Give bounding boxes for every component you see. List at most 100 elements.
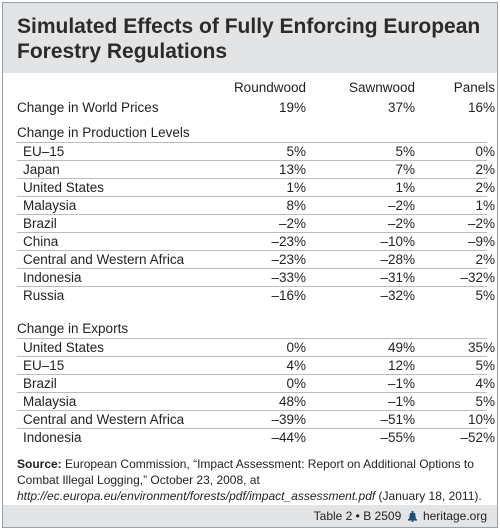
world-prices-row: Change in World Prices 19% 37% 16% bbox=[17, 99, 495, 117]
table-row: United States 1% 1% 2% bbox=[17, 179, 495, 197]
title-line-2: Forestry Regulations bbox=[17, 40, 228, 63]
world-prices-panels: 16% bbox=[467, 100, 495, 115]
exports-row-value: 12% bbox=[387, 358, 415, 373]
exports-row-value: 0% bbox=[286, 376, 306, 391]
exports-row-value: –39% bbox=[271, 412, 306, 427]
production-section-title: Change in Production Levels bbox=[17, 123, 487, 143]
exports-row-value: –55% bbox=[380, 430, 415, 445]
exports-row-label: Malaysia bbox=[23, 394, 77, 409]
production-row-value: –28% bbox=[380, 252, 415, 267]
exports-row-value: 4% bbox=[475, 376, 495, 391]
production-row-value: 5% bbox=[286, 144, 306, 159]
exports-row-value: 4% bbox=[286, 358, 306, 373]
production-row-value: –9% bbox=[467, 234, 495, 249]
exports-row-label: EU–15 bbox=[23, 358, 65, 373]
production-row-value: 5% bbox=[475, 288, 495, 303]
column-header-sawnwood: Sawnwood bbox=[348, 80, 415, 95]
production-row-label: Russia bbox=[23, 288, 65, 303]
exports-section-title: Change in Exports bbox=[17, 319, 487, 339]
source-label: Source: bbox=[17, 457, 62, 471]
production-row-value: 2% bbox=[475, 180, 495, 195]
footer: Table 2 • B 2509 heritage.org bbox=[314, 508, 487, 524]
table-row: Central and Western Africa –23% –28% 2% bbox=[17, 251, 495, 269]
column-header-panels: Panels bbox=[453, 80, 495, 95]
production-row-value: –2% bbox=[387, 216, 415, 231]
liberty-bell-icon bbox=[407, 511, 417, 522]
world-prices-roundwood: 19% bbox=[278, 100, 306, 115]
production-row-label: Japan bbox=[23, 162, 60, 177]
production-row-value: –10% bbox=[380, 234, 415, 249]
production-row-label: Brazil bbox=[23, 216, 57, 231]
production-row-label: China bbox=[23, 234, 59, 249]
table-row: EU–15 4% 12% 5% bbox=[17, 357, 495, 375]
production-row-value: 13% bbox=[278, 162, 306, 177]
footer-band: Table 2 • B 2509 heritage.org bbox=[3, 505, 497, 527]
production-row-label: EU–15 bbox=[23, 144, 65, 159]
exports-row-label: United States bbox=[23, 340, 105, 355]
production-row-value: 2% bbox=[475, 162, 495, 177]
section-gap bbox=[17, 305, 487, 313]
production-row-label: Central and Western Africa bbox=[23, 252, 185, 267]
production-row-value: –2% bbox=[387, 198, 415, 213]
exports-row-label: Central and Western Africa bbox=[23, 412, 185, 427]
production-title-text: Change in Production Levels bbox=[17, 125, 190, 140]
exports-row-label: Brazil bbox=[23, 376, 57, 391]
production-row-value: –2% bbox=[467, 216, 495, 231]
table-row: Indonesia –44% –55% –52% bbox=[17, 429, 495, 447]
table-row: Malaysia 8% –2% 1% bbox=[17, 197, 495, 215]
production-row-value: –23% bbox=[271, 234, 306, 249]
production-row-value: –31% bbox=[380, 270, 415, 285]
production-row-value: –23% bbox=[271, 252, 306, 267]
footer-table-ref: Table 2 • B 2509 bbox=[313, 509, 402, 523]
production-row-value: –16% bbox=[271, 288, 306, 303]
table-title: Simulated Effects of Fully Enforcing Eur… bbox=[17, 14, 487, 64]
table-row: China –23% –10% –9% bbox=[17, 233, 495, 251]
exports-row-value: 35% bbox=[467, 340, 495, 355]
table-row: United States 0% 49% 35% bbox=[17, 339, 495, 357]
production-row-value: 1% bbox=[475, 198, 495, 213]
production-row-value: –32% bbox=[380, 288, 415, 303]
title-band: Simulated Effects of Fully Enforcing Eur… bbox=[3, 3, 497, 73]
table-row: Japan 13% 7% 2% bbox=[17, 161, 495, 179]
table-row: Malaysia 48% –1% 5% bbox=[17, 393, 495, 411]
exports-row-value: –52% bbox=[460, 430, 495, 445]
source-tail: (January 18, 2011). bbox=[375, 489, 482, 503]
production-rows: EU–15 5% 5% 0% Japan 13% 7% 2% United States 1% 1%… bbox=[17, 143, 495, 305]
production-row-value: –32% bbox=[460, 270, 495, 285]
production-row-label: United States bbox=[23, 180, 105, 195]
exports-rows: United States 0% 49% 35% EU–15 4% 12% 5% Brazil 0… bbox=[17, 339, 495, 447]
production-row-label: Indonesia bbox=[23, 270, 82, 285]
exports-row-label: Indonesia bbox=[23, 430, 82, 445]
exports-row-value: 10% bbox=[467, 412, 495, 427]
exports-row-value: –1% bbox=[387, 394, 415, 409]
source-note: Source: European Commission, “Impact Ass… bbox=[17, 456, 489, 504]
exports-row-value: 49% bbox=[387, 340, 415, 355]
production-row-value: 7% bbox=[395, 162, 415, 177]
table-row: Brazil –2% –2% –2% bbox=[17, 215, 495, 233]
table-row: Indonesia –33% –31% –32% bbox=[17, 269, 495, 287]
table-row: Brazil 0% –1% 4% bbox=[17, 375, 495, 393]
table-row: Russia –16% –32% 5% bbox=[17, 287, 495, 305]
table-row: Central and Western Africa –39% –51% 10% bbox=[17, 411, 495, 429]
production-row-label: Malaysia bbox=[23, 198, 77, 213]
table-row: EU–15 5% 5% 0% bbox=[17, 143, 495, 161]
exports-title-text: Change in Exports bbox=[17, 321, 129, 336]
production-row-value: 1% bbox=[286, 180, 306, 195]
world-prices-sawnwood: 37% bbox=[387, 100, 415, 115]
column-header-roundwood: Roundwood bbox=[233, 80, 306, 95]
source-url[interactable]: http://ec.europa.eu/environment/forests/… bbox=[17, 489, 376, 503]
title-line-1: Simulated Effects of Fully Enforcing Eur… bbox=[17, 15, 481, 38]
production-row-value: 8% bbox=[286, 198, 306, 213]
exports-row-value: 5% bbox=[475, 358, 495, 373]
exports-row-value: –44% bbox=[271, 430, 306, 445]
production-row-value: –2% bbox=[278, 216, 306, 231]
production-row-value: 1% bbox=[395, 180, 415, 195]
production-row-value: –33% bbox=[271, 270, 306, 285]
source-text: European Commission, “Impact Assessment:… bbox=[17, 457, 474, 487]
world-prices-label: Change in World Prices bbox=[17, 100, 159, 115]
exports-row-value: –1% bbox=[387, 376, 415, 391]
exports-row-value: 0% bbox=[286, 340, 306, 355]
exports-row-value: 48% bbox=[278, 394, 306, 409]
production-row-value: 0% bbox=[475, 144, 495, 159]
